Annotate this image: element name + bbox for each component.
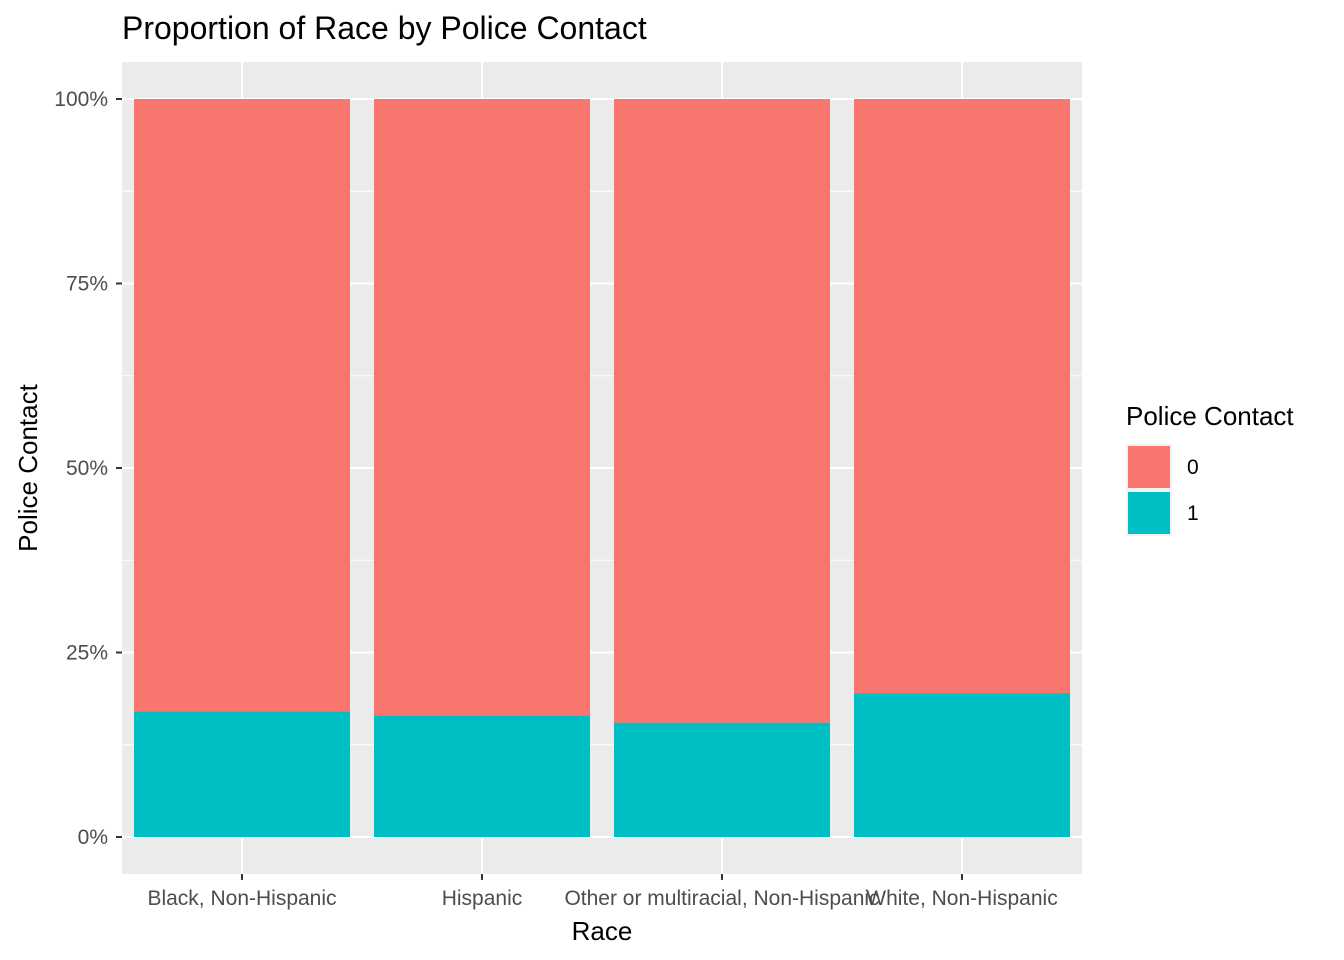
legend-title: Police Contact bbox=[1126, 401, 1294, 431]
y-tick-label: 0% bbox=[78, 826, 108, 849]
chart-title: Proportion of Race by Police Contact bbox=[122, 10, 647, 46]
legend-label: 0 bbox=[1187, 456, 1199, 479]
x-axis: Black, Non-Hispanic Hispanic Other or mult… bbox=[147, 874, 1058, 910]
bars bbox=[134, 99, 1070, 837]
bar-segment-contact-1 bbox=[614, 722, 830, 837]
bar-segment-contact-0 bbox=[374, 99, 590, 716]
y-tick-label: 75% bbox=[66, 273, 108, 296]
x-tick-label: Other or multiracial, Non-Hispanic bbox=[564, 887, 879, 910]
x-tick-label: White, Non-Hispanic bbox=[866, 887, 1057, 910]
y-tick-label: 25% bbox=[66, 642, 108, 665]
legend-swatch bbox=[1128, 492, 1170, 534]
y-axis-title: Police Contact bbox=[13, 383, 43, 551]
legend-swatch bbox=[1128, 446, 1170, 488]
legend: Police Contact 0 1 bbox=[1126, 401, 1294, 536]
bar-segment-contact-1 bbox=[854, 693, 1070, 837]
bar-segment-contact-1 bbox=[374, 715, 590, 837]
y-axis: 0% 25% 50% 75% 100% bbox=[54, 88, 122, 849]
x-tick-label: Black, Non-Hispanic bbox=[147, 887, 336, 910]
bar-segment-contact-1 bbox=[134, 711, 350, 837]
bar-segment-contact-0 bbox=[854, 99, 1070, 694]
y-tick-label: 100% bbox=[54, 88, 108, 111]
legend-label: 1 bbox=[1187, 502, 1199, 525]
y-tick-label: 50% bbox=[66, 457, 108, 480]
x-axis-title: Race bbox=[572, 916, 633, 946]
bar-segment-contact-0 bbox=[134, 99, 350, 712]
x-tick-label: Hispanic bbox=[442, 887, 523, 910]
bar-segment-contact-0 bbox=[614, 99, 830, 723]
